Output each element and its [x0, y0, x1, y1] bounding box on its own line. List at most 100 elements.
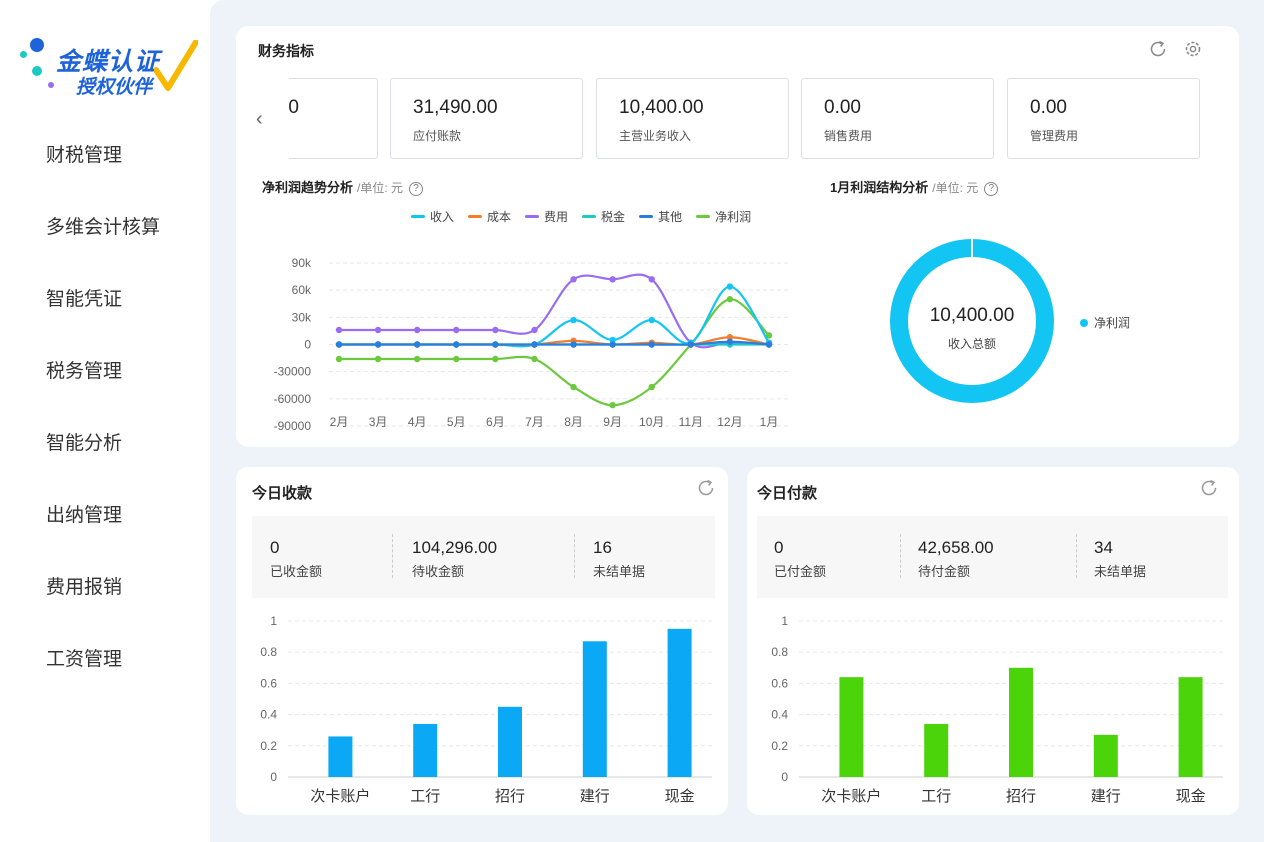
legend-item[interactable]: 其他 — [639, 208, 682, 225]
y-tick-label: 0.4 — [771, 708, 788, 722]
kpi-card: 0 — [289, 78, 378, 159]
x-tick-label: 9月 — [603, 415, 622, 429]
stat-item: 104,296.00 待收金额 — [392, 516, 574, 598]
finance-card: 财务指标 ‹ 0 31,490.00 应付账款 10,400.00 — [236, 26, 1239, 447]
data-point — [531, 326, 538, 334]
data-point — [570, 383, 577, 391]
donut-center-label: 收入总额 — [947, 337, 996, 351]
legend-item[interactable]: 税金 — [582, 208, 625, 225]
refresh-icon[interactable] — [696, 478, 716, 498]
donut-legend: 净利润 — [1080, 314, 1130, 331]
legend-label: 税金 — [601, 210, 626, 224]
refresh-icon[interactable] — [1148, 39, 1168, 59]
kpi-card: 0.00 销售费用 — [801, 78, 994, 159]
y-tick-label: 0 — [304, 338, 311, 352]
structure-title: 1月利润结构分析/单位: 元? — [830, 177, 999, 196]
data-point — [648, 383, 655, 391]
data-point — [492, 326, 499, 334]
legend-item[interactable]: 费用 — [525, 208, 568, 225]
data-point — [453, 355, 460, 363]
x-tick-label: 3月 — [369, 415, 388, 429]
data-point — [570, 276, 577, 283]
stat-value: 0 — [270, 538, 280, 557]
bar — [839, 677, 864, 777]
help-icon[interactable]: ? — [984, 182, 999, 196]
y-tick-label: 0.4 — [260, 708, 277, 722]
nav-item-expense[interactable]: 费用报销 — [46, 577, 123, 598]
legend-label: 净利润 — [715, 210, 752, 224]
kpi-card: 31,490.00 应付账款 — [390, 78, 583, 159]
trend-line-chart: 90k 60k 30k 0 -30000 -60000 -90000 2月 3月 4月 5月 6月 7月… — [274, 256, 791, 431]
kpi-label: 主营业务收入 — [619, 129, 692, 143]
receipts-stats: 0 已收金额 104,296.00 待收金额 16 未结单据 — [252, 516, 715, 598]
stat-divider — [1076, 534, 1077, 578]
nav-item-tax-management[interactable]: 税务管理 — [46, 361, 123, 382]
nav-item-payroll[interactable]: 工资管理 — [46, 649, 123, 670]
data-point — [609, 341, 616, 348]
data-point — [413, 355, 421, 363]
legend-item[interactable]: 收入 — [411, 208, 454, 225]
chevron-left-icon[interactable]: ‹ — [256, 108, 263, 130]
stat-value: 0 — [774, 538, 784, 557]
finance-title: 财务指标 — [258, 43, 314, 59]
nav-item-tax-finance[interactable]: 财税管理 — [46, 145, 123, 166]
trend-title-text: 净利润趋势分析 — [262, 180, 354, 195]
data-point — [765, 341, 773, 348]
x-tick-label: 工行 — [410, 788, 440, 805]
legend-swatch — [468, 215, 483, 218]
data-point — [335, 341, 343, 348]
data-point — [453, 341, 460, 348]
x-tick-label: 建行 — [580, 788, 610, 805]
bar — [498, 706, 522, 777]
data-point — [765, 332, 773, 339]
bar — [667, 628, 692, 777]
kpi-label: 管理费用 — [1030, 129, 1079, 143]
sidebar: 金蝶认证 授权伙伴 财税管理 多维会计核算 智能凭证 税务管理 智能分析 出纳管… — [0, 0, 210, 842]
y-tick-label: 0.6 — [260, 676, 277, 690]
x-tick-label: 工行 — [921, 788, 951, 805]
gear-icon[interactable] — [1183, 39, 1203, 59]
legend-item[interactable]: 成本 — [468, 208, 511, 225]
x-tick-label: 11月 — [679, 415, 703, 429]
stat-item: 42,658.00 待付金额 — [900, 516, 1076, 598]
legend-swatch — [582, 215, 597, 218]
logo-dot — [48, 82, 54, 88]
kpi-value: 0.00 — [1030, 97, 1067, 118]
logo-dot — [20, 51, 27, 58]
refresh-icon[interactable] — [1199, 478, 1219, 498]
data-point — [374, 326, 382, 334]
stat-value: 42,658.00 — [918, 538, 994, 557]
nav-item-smart-voucher[interactable]: 智能凭证 — [46, 289, 123, 310]
stat-divider — [900, 534, 901, 578]
legend-item[interactable]: 净利润 — [696, 208, 751, 225]
y-tick-label: 0.8 — [771, 645, 788, 659]
x-tick-label: 现金 — [665, 788, 695, 805]
data-point — [492, 355, 499, 363]
data-point — [570, 341, 577, 348]
stat-value: 34 — [1094, 538, 1113, 557]
stat-label: 待付金额 — [918, 564, 971, 579]
nav-menu: 财税管理 多维会计核算 智能凭证 税务管理 智能分析 出纳管理 费用报销 工资管… — [46, 138, 160, 714]
nav-item-smart-analysis[interactable]: 智能分析 — [46, 433, 123, 454]
x-tick-label: 12月 — [717, 415, 742, 429]
logo-title: 金蝶认证 — [56, 48, 161, 76]
nav-item-cashier[interactable]: 出纳管理 — [46, 505, 123, 526]
help-icon[interactable]: ? — [409, 182, 424, 196]
data-point — [413, 326, 421, 334]
logo-subtitle: 授权伙伴 — [76, 77, 153, 98]
series-line — [339, 340, 770, 346]
kpi-card: 0.00 管理费用 — [1007, 78, 1200, 159]
checkmark-icon — [154, 40, 198, 91]
data-point — [609, 401, 616, 409]
kpi-value: 10,400.00 — [619, 97, 704, 118]
stat-item: 0 已收金额 — [252, 516, 392, 598]
nav-item-multi-accounting[interactable]: 多维会计核算 — [46, 217, 161, 238]
stat-label: 待收金额 — [412, 564, 465, 579]
stat-label: 已收金额 — [270, 564, 323, 579]
data-point — [374, 341, 382, 348]
legend-dot — [1080, 318, 1088, 327]
data-point — [726, 334, 734, 341]
stat-divider — [392, 534, 393, 578]
legend-swatch — [696, 215, 711, 218]
kpi-strip: 0 31,490.00 应付账款 10,400.00 主营业务收入 0.00 销… — [289, 78, 1209, 160]
